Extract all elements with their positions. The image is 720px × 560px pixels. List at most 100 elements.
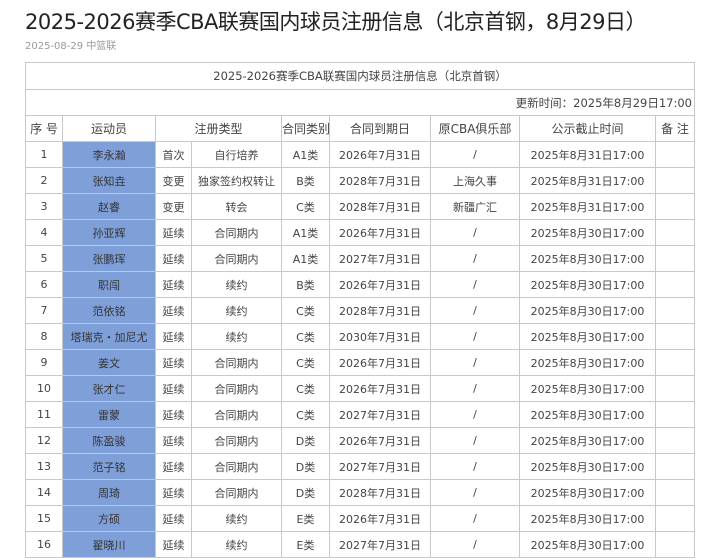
- table-row: 6 职闯 延续 续约 B类 2026年7月31日/2025年8月30日17:00: [25, 271, 695, 298]
- registration-table: 2025-2026赛季CBA联赛国内球员注册信息（北京首钢） 更新时间：2025…: [25, 62, 695, 558]
- contract-category: C类: [281, 193, 330, 220]
- athlete-name: 张鹏珲: [62, 245, 156, 272]
- note: [655, 271, 695, 298]
- contract-category: C类: [281, 297, 330, 324]
- contract-expiry: 2027年7月31日: [329, 401, 431, 428]
- note: [655, 193, 695, 220]
- contract-expiry: 2030年7月31日: [329, 323, 431, 350]
- athlete-name: 翟晓川: [62, 531, 156, 558]
- note: [655, 141, 695, 168]
- contract-category: D类: [281, 427, 330, 454]
- header-contract-category: 合同类别: [281, 115, 330, 142]
- former-club: /: [430, 375, 520, 402]
- table-row: 15 方硕 延续 续约 E类 2026年7月31日/2025年8月30日17:00: [25, 505, 695, 532]
- reg-type: 延续: [155, 453, 192, 480]
- notice-deadline: 2025年8月31日17:00: [519, 193, 656, 220]
- contract-category: C类: [281, 401, 330, 428]
- header-athlete: 运动员: [62, 115, 156, 142]
- former-club: /: [430, 245, 520, 272]
- athlete-name: 范子铭: [62, 453, 156, 480]
- former-club: /: [430, 349, 520, 376]
- former-club: /: [430, 505, 520, 532]
- row-number: 3: [25, 193, 63, 220]
- former-club: /: [430, 271, 520, 298]
- reg-detail: 转会: [191, 193, 282, 220]
- reg-detail: 合同期内: [191, 453, 282, 480]
- contract-expiry: 2026年7月31日: [329, 427, 431, 454]
- athlete-name: 姜文: [62, 349, 156, 376]
- notice-deadline: 2025年8月30日17:00: [519, 427, 656, 454]
- reg-type: 延续: [155, 375, 192, 402]
- article-meta: 2025-08-29 中篮联: [25, 37, 116, 52]
- notice-deadline: 2025年8月30日17:00: [519, 479, 656, 506]
- reg-detail: 续约: [191, 531, 282, 558]
- former-club: /: [430, 427, 520, 454]
- article-source: 中篮联: [86, 41, 117, 52]
- contract-expiry: 2026年7月31日: [329, 219, 431, 246]
- contract-category: E类: [281, 505, 330, 532]
- row-number: 4: [25, 219, 63, 246]
- notice-deadline: 2025年8月30日17:00: [519, 531, 656, 558]
- contract-expiry: 2028年7月31日: [329, 479, 431, 506]
- row-number: 13: [25, 453, 63, 480]
- notice-deadline: 2025年8月30日17:00: [519, 401, 656, 428]
- note: [655, 479, 695, 506]
- notice-deadline: 2025年8月30日17:00: [519, 219, 656, 246]
- notice-deadline: 2025年8月31日17:00: [519, 167, 656, 194]
- note: [655, 323, 695, 350]
- reg-type: 延续: [155, 401, 192, 428]
- note: [655, 375, 695, 402]
- header-note: 备 注: [655, 115, 695, 142]
- reg-detail: 自行培养: [191, 141, 282, 168]
- note: [655, 297, 695, 324]
- athlete-name: 张知垚: [62, 167, 156, 194]
- reg-type: 延续: [155, 323, 192, 350]
- contract-expiry: 2026年7月31日: [329, 375, 431, 402]
- note: [655, 531, 695, 558]
- former-club: /: [430, 479, 520, 506]
- notice-deadline: 2025年8月30日17:00: [519, 297, 656, 324]
- former-club: /: [430, 297, 520, 324]
- reg-detail: 合同期内: [191, 401, 282, 428]
- reg-type: 延续: [155, 479, 192, 506]
- table-caption: 2025-2026赛季CBA联赛国内球员注册信息（北京首钢）: [25, 62, 695, 90]
- contract-category: B类: [281, 167, 330, 194]
- article-date: 2025-08-29: [25, 41, 84, 52]
- notice-deadline: 2025年8月31日17:00: [519, 141, 656, 168]
- athlete-name: 塔瑞克・加尼尤: [62, 323, 156, 350]
- note: [655, 401, 695, 428]
- article-title: 2025-2026赛季CBA联赛国内球员注册信息（北京首钢，8月29日）: [25, 10, 646, 34]
- note: [655, 453, 695, 480]
- notice-deadline: 2025年8月30日17:00: [519, 375, 656, 402]
- contract-category: C类: [281, 323, 330, 350]
- athlete-name: 陈盈骏: [62, 427, 156, 454]
- notice-deadline: 2025年8月30日17:00: [519, 323, 656, 350]
- reg-type: 延续: [155, 427, 192, 454]
- table-row: 9 姜文 延续 合同期内 C类 2026年7月31日/2025年8月30日17:00: [25, 349, 695, 376]
- former-club: /: [430, 453, 520, 480]
- row-number: 6: [25, 271, 63, 298]
- reg-type: 延续: [155, 245, 192, 272]
- row-number: 7: [25, 297, 63, 324]
- table-row: 13 范子铭 延续 合同期内 D类 2027年7月31日/2025年8月30日17:00: [25, 453, 695, 480]
- contract-category: A1类: [281, 219, 330, 246]
- table-row: 5 张鹏珲 延续 合同期内 A1类 2027年7月31日/2025年8月30日17:00: [25, 245, 695, 272]
- athlete-name: 赵睿: [62, 193, 156, 220]
- former-club: /: [430, 141, 520, 168]
- contract-category: B类: [281, 271, 330, 298]
- table-row: 8 塔瑞克・加尼尤 延续 续约 C类 2030年7月31日/2025年8月30日17:00: [25, 323, 695, 350]
- contract-category: A1类: [281, 245, 330, 272]
- athlete-name: 范依铭: [62, 297, 156, 324]
- table-row: 16 翟晓川 延续 续约 E类 2027年7月31日/2025年8月30日17:00: [25, 531, 695, 558]
- table-row: 2 张知垚 变更 独家签约权转让 B类 2028年7月31日 上海久事 2025年8月31日1…: [25, 167, 695, 194]
- reg-type: 延续: [155, 505, 192, 532]
- row-number: 16: [25, 531, 63, 558]
- notice-deadline: 2025年8月30日17:00: [519, 271, 656, 298]
- reg-detail: 合同期内: [191, 479, 282, 506]
- contract-category: D类: [281, 479, 330, 506]
- former-club: /: [430, 531, 520, 558]
- athlete-name: 雷蒙: [62, 401, 156, 428]
- reg-detail: 合同期内: [191, 245, 282, 272]
- table-row: 7 范依铭 延续 续约 C类 2028年7月31日/2025年8月30日17:00: [25, 297, 695, 324]
- note: [655, 167, 695, 194]
